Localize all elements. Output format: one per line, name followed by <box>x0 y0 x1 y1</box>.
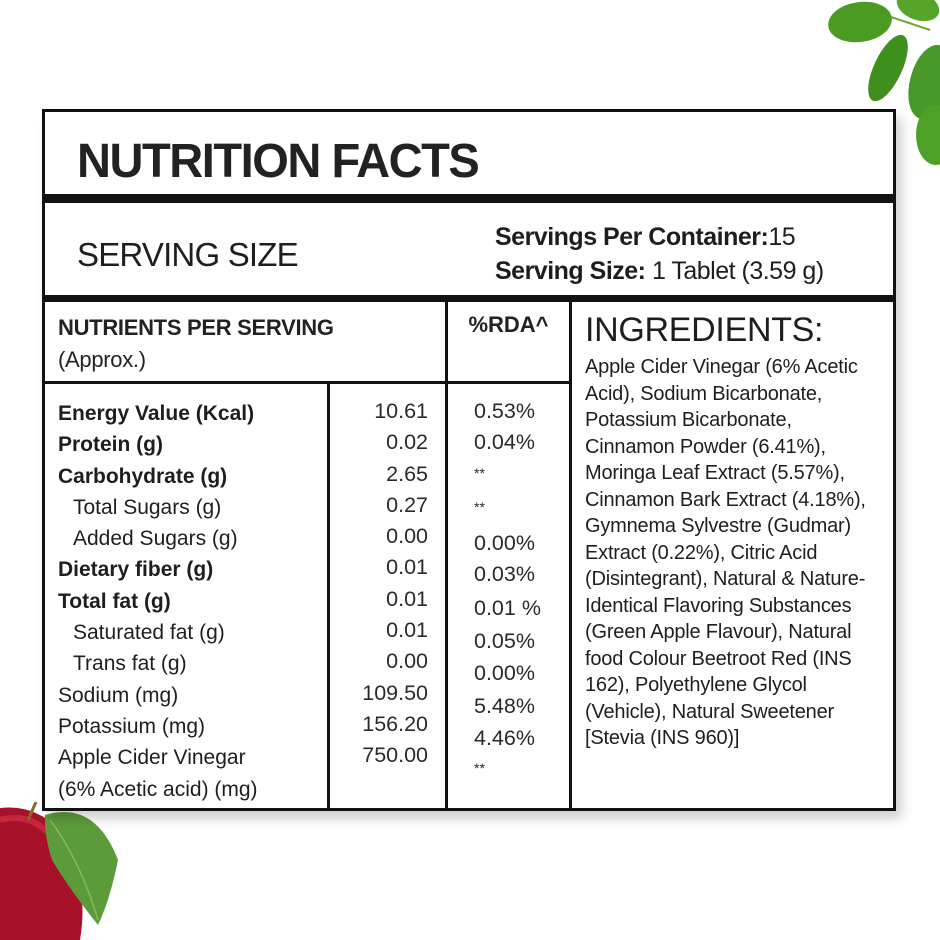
nutrient-value: 0.01 <box>386 618 428 643</box>
servings-per-container-value: 15 <box>768 223 796 251</box>
rda-value: 4.46% <box>474 725 535 750</box>
nutrient-value: 109.50 <box>362 680 428 705</box>
rda-value: ** <box>474 464 485 481</box>
nutrition-facts-panel: NUTRITION FACTS SERVING SIZE Servings Pe… <box>42 109 896 811</box>
nutrient-value: 10.61 <box>374 399 428 423</box>
rda-value: 5.48% <box>474 693 535 718</box>
serving-size-heading: SERVING SIZE <box>77 236 299 273</box>
nutrient-value: 2.65 <box>386 461 428 486</box>
nutrient-value: 156.20 <box>362 711 428 736</box>
rda-header: %RDA^ <box>448 302 572 384</box>
serving-size-label: Serving Size: <box>495 257 646 285</box>
moringa-leaves-icon <box>828 0 940 165</box>
nutrient-value: 0.27 <box>386 492 428 517</box>
serving-size: Serving Size: 1 Tablet (3.59 g) <box>495 254 824 288</box>
nutrient-name: Added Sugars (g) <box>73 527 238 551</box>
nutrient-name: Carbohydrate (g) <box>58 464 228 488</box>
nutrients-header-title: NUTRIENTS PER SERVING <box>58 315 334 340</box>
servings-per-container: Servings Per Container:15 <box>495 220 824 254</box>
nutrient-name: Total fat (g) <box>58 589 171 613</box>
rda-value: ** <box>474 760 485 777</box>
nutrient-value: 0.00 <box>386 649 428 674</box>
nutrient-name: (6% Acetic acid) (mg) <box>58 777 258 801</box>
nutrient-name: Potassium (mg) <box>58 714 206 738</box>
page-title: NUTRITION FACTS <box>77 135 480 188</box>
nutrient-value: 0.01 <box>386 555 428 580</box>
nutrient-name: Protein (g) <box>58 433 163 457</box>
nutrients-header-sub: (Approx.) <box>58 347 146 372</box>
nutrients-table: NUTRIENTS PER SERVING (Approx.) %RDA^ En… <box>45 302 893 808</box>
rda-value: ** <box>474 498 485 515</box>
serving-size-value: 1 Tablet (3.59 g) <box>651 257 824 285</box>
nutrient-values-column: 10.61 0.02 2.65 0.27 0.00 0.01 0.01 0.01… <box>330 384 448 808</box>
nutrient-value: 0.01 <box>386 586 428 611</box>
nutrient-value: 750.00 <box>362 743 428 768</box>
servings-per-container-label: Servings Per Container: <box>495 223 769 251</box>
nutrient-name: Energy Value (Kcal) <box>58 402 255 425</box>
title-row: NUTRITION FACTS <box>45 112 893 203</box>
rda-value: 0.53% <box>474 399 535 423</box>
serving-row: SERVING SIZE Servings Per Container:15 S… <box>45 212 893 302</box>
rda-value: 0.00% <box>474 531 535 556</box>
rda-value: 0.04% <box>474 430 535 455</box>
nutrient-name: Trans fat (g) <box>73 652 187 676</box>
nutrients-header: NUTRIENTS PER SERVING (Approx.) <box>45 302 448 384</box>
rda-value: 0.03% <box>474 562 535 587</box>
apple-icon <box>0 801 119 940</box>
nutrient-name: Apple Cider Vinegar <box>58 746 246 770</box>
ingredients-section: INGREDIENTS: Apple Cider Vinegar (6% Ace… <box>572 302 893 808</box>
ingredients-text: Apple Cider Vinegar (6% Acetic Acid), So… <box>585 356 866 749</box>
ingredients-heading: INGREDIENTS: <box>585 311 824 349</box>
nutrient-value: 0.00 <box>386 524 428 549</box>
nutrient-name: Total Sugars (g) <box>73 495 222 519</box>
rda-column: 0.53% 0.04% ** ** 0.00% 0.03% 0.01 % 0.0… <box>448 384 572 808</box>
rda-value: 0.05% <box>474 629 535 654</box>
serving-info: Servings Per Container:15 Serving Size: … <box>495 220 824 288</box>
nutrient-value: 0.02 <box>386 430 428 455</box>
rda-value: 0.01 % <box>474 595 541 620</box>
rda-value: 0.00% <box>474 661 535 686</box>
nutrient-name: Saturated fat (g) <box>73 621 225 645</box>
nutrient-names-column: Energy Value (Kcal) Protein (g) Carbohyd… <box>45 384 330 808</box>
nutrient-name: Dietary fiber (g) <box>58 558 214 582</box>
nutrient-name: Sodium (mg) <box>58 683 179 707</box>
